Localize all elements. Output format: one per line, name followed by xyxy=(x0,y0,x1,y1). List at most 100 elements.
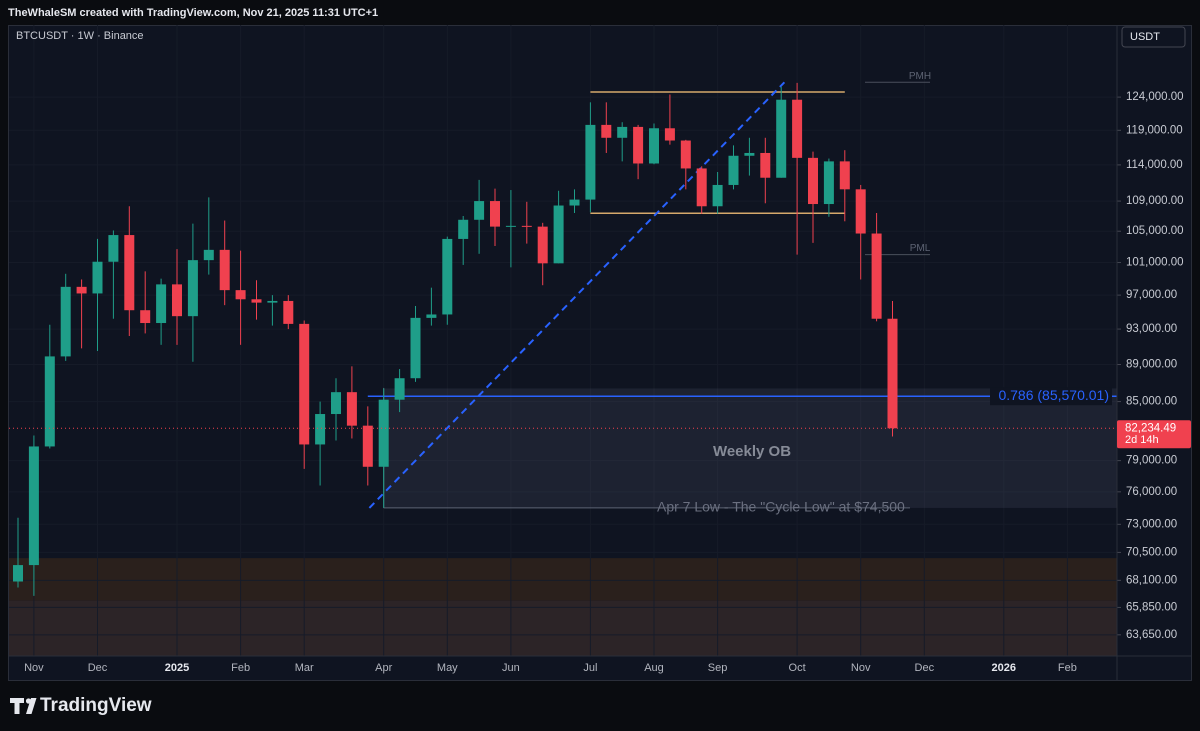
candle-body xyxy=(44,356,55,447)
candle-body xyxy=(601,124,612,138)
candle-body xyxy=(760,152,771,178)
candle-body xyxy=(696,168,707,207)
x-tick-label: Mar xyxy=(295,662,314,674)
candle-body xyxy=(871,233,882,319)
y-tick-label: 63,650.00 xyxy=(1126,629,1177,641)
price-zone xyxy=(9,558,1117,601)
y-tick-label: 101,000.00 xyxy=(1126,257,1184,269)
x-tick-label: Aug xyxy=(644,662,664,674)
candle-body xyxy=(331,392,341,415)
candle-body xyxy=(267,300,278,303)
candle-body xyxy=(521,225,532,227)
candle-body xyxy=(410,317,421,379)
y-tick-label: 89,000.00 xyxy=(1126,359,1177,371)
caption: TheWhaleSM created with TradingView.com,… xyxy=(8,7,378,19)
pmh-label: PMH xyxy=(909,71,931,82)
currency-label[interactable]: USDT xyxy=(1130,31,1160,43)
x-tick-label: Nov xyxy=(24,662,44,674)
y-tick-label: 114,000.00 xyxy=(1126,159,1183,171)
last-price-box xyxy=(1117,420,1191,449)
candle-body xyxy=(839,161,850,190)
price-zone xyxy=(9,600,1117,656)
candle-body xyxy=(394,378,405,400)
pml-label: PML xyxy=(910,243,931,254)
candle-body xyxy=(712,184,723,207)
candle-body xyxy=(156,284,167,324)
candle-body xyxy=(680,140,691,169)
candle-body xyxy=(585,124,596,200)
candle-body xyxy=(458,219,469,239)
y-tick-label: 76,000.00 xyxy=(1126,486,1177,498)
x-tick-label: Jul xyxy=(583,662,597,674)
candle-body xyxy=(315,414,326,445)
candle-body xyxy=(744,152,755,156)
candle-body xyxy=(823,161,834,205)
candle-body xyxy=(187,260,198,317)
candle-body xyxy=(378,399,389,467)
candle-body xyxy=(172,284,182,317)
y-tick-label: 105,000.00 xyxy=(1126,225,1184,237)
symbol-title: BTCUSDT · 1W · Binance xyxy=(16,30,144,42)
candle-body xyxy=(617,126,628,138)
candle-body xyxy=(124,235,135,311)
candle-body xyxy=(299,323,310,445)
x-tick-label: 2026 xyxy=(992,662,1016,674)
y-tick-label: 73,000.00 xyxy=(1126,518,1177,530)
fib-label-bg xyxy=(990,387,1112,406)
y-tick-label: 79,000.00 xyxy=(1126,455,1177,467)
countdown-label: 2d 14h xyxy=(1125,434,1159,446)
candle-body xyxy=(235,290,246,300)
candle-body xyxy=(60,286,71,357)
candle-body xyxy=(92,261,103,294)
x-tick-label: Nov xyxy=(851,662,871,674)
y-tick-label: 124,000.00 xyxy=(1126,91,1184,103)
candle-body xyxy=(537,226,548,264)
candle-body xyxy=(664,128,675,141)
candle-body xyxy=(855,189,866,234)
candle-body xyxy=(283,300,294,324)
candle-body xyxy=(362,425,373,467)
candle-body xyxy=(108,235,119,262)
candle-body xyxy=(140,310,151,324)
x-tick-label: Feb xyxy=(1058,662,1077,674)
y-tick-label: 109,000.00 xyxy=(1126,195,1184,207)
x-tick-label: Sep xyxy=(708,662,728,674)
candle-body xyxy=(649,128,659,164)
candle-body xyxy=(346,392,357,426)
candle-body xyxy=(808,157,818,205)
candle-body xyxy=(887,318,898,429)
candle-body xyxy=(251,299,262,303)
x-tick-label: Feb xyxy=(231,662,250,674)
y-tick-label: 70,500.00 xyxy=(1126,546,1177,558)
candle-body xyxy=(28,446,39,566)
candle-body xyxy=(203,249,214,261)
logo-dot xyxy=(25,698,32,704)
candle-body xyxy=(474,201,485,220)
y-tick-label: 68,100.00 xyxy=(1126,574,1177,586)
candle-body xyxy=(219,249,230,291)
candle-body xyxy=(13,565,23,582)
candle-body xyxy=(776,99,787,178)
x-tick-label: Dec xyxy=(88,662,108,674)
x-tick-label: 2025 xyxy=(165,662,189,674)
x-tick-label: Oct xyxy=(789,662,806,674)
y-tick-label: 85,000.00 xyxy=(1126,396,1177,408)
candle-body xyxy=(553,205,564,264)
candle-body xyxy=(76,286,87,294)
fib-label: 0.786 (85,570.01) xyxy=(998,387,1109,403)
cycle-low-label: Apr 7 Low - The "Cycle Low" at $74,500 xyxy=(657,499,905,515)
plot: 124,000.00 119,000.00 114,000.00 109,000.00… xyxy=(9,25,1184,674)
order-block-label: Weekly OB xyxy=(713,443,791,460)
trendline xyxy=(368,81,786,509)
last-price-label: 82,234.49 xyxy=(1125,422,1176,434)
currency-button[interactable] xyxy=(1121,26,1186,48)
candle-body xyxy=(633,126,644,164)
order-block xyxy=(383,388,1117,508)
candle-body xyxy=(728,155,739,185)
y-tick-label: 97,000.00 xyxy=(1126,289,1177,301)
y-tick-label: 119,000.00 xyxy=(1126,124,1183,136)
x-tick-label: Jun xyxy=(502,662,520,674)
x-tick-label: Apr xyxy=(375,662,392,674)
brand-logo xyxy=(10,698,37,714)
